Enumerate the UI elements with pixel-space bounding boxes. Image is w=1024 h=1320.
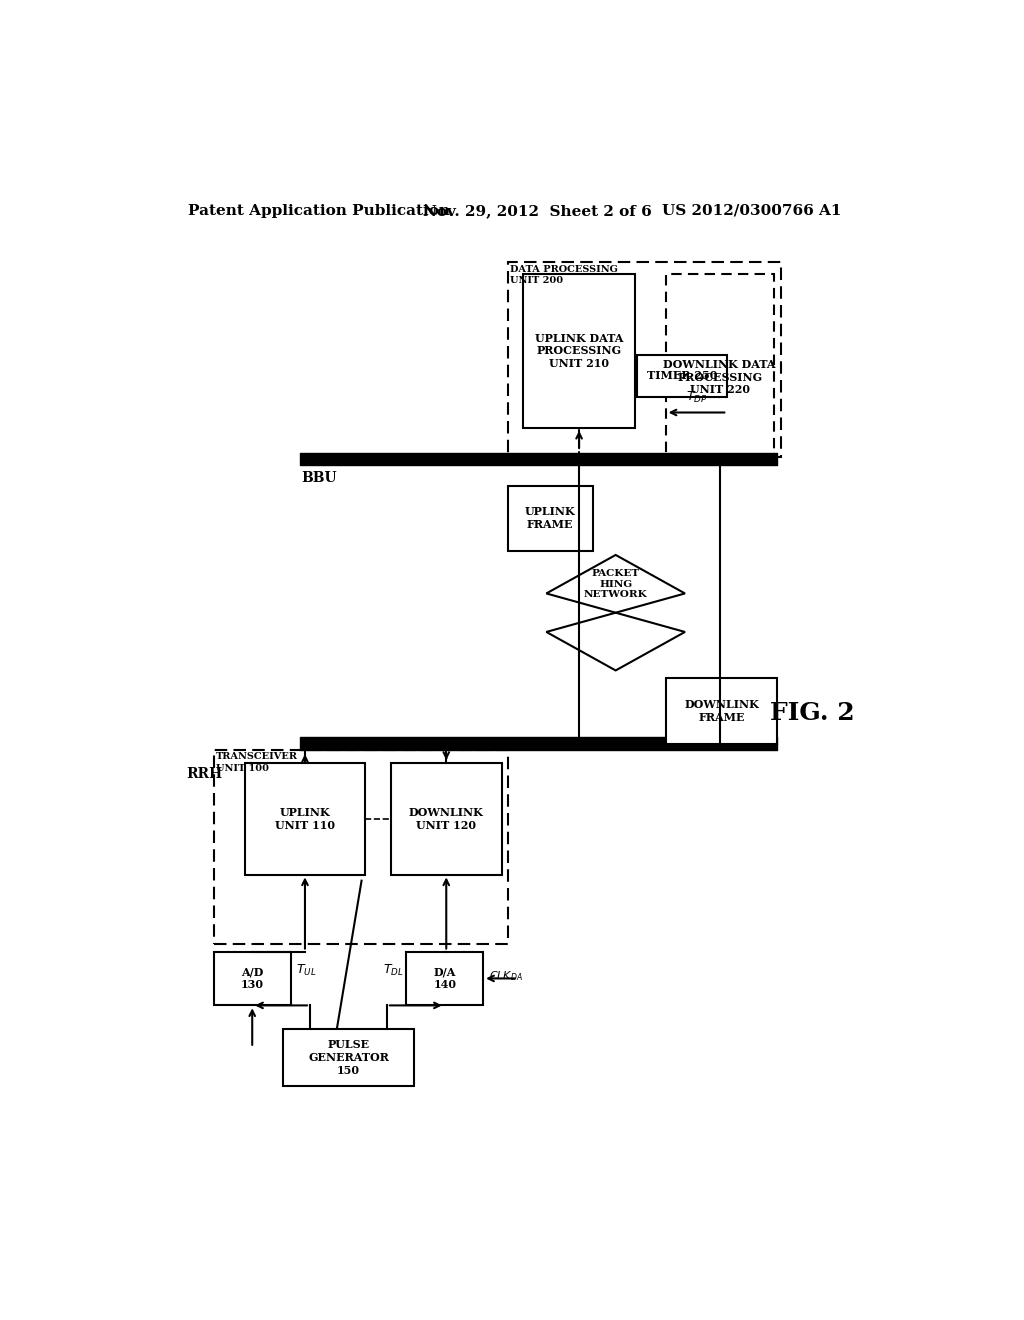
Text: BBU: BBU	[301, 471, 337, 484]
Text: UPLINK
FRAME: UPLINK FRAME	[525, 507, 575, 531]
Text: TRANSCEIVER: TRANSCEIVER	[216, 752, 298, 762]
Bar	[508, 263, 781, 457]
Bar	[245, 763, 366, 875]
Text: UPLINK
UNIT 110: UPLINK UNIT 110	[275, 807, 335, 830]
Text: UNIT 100: UNIT 100	[216, 763, 269, 772]
Text: FIG. 2: FIG. 2	[770, 701, 854, 725]
Bar	[523, 275, 635, 428]
Text: UNIT 200: UNIT 200	[510, 276, 563, 285]
Bar	[214, 750, 508, 944]
Bar	[508, 486, 593, 552]
Text: PACKET
HING
NETWORK: PACKET HING NETWORK	[584, 569, 647, 599]
Bar	[666, 275, 773, 457]
Text: D/A
140: D/A 140	[433, 966, 457, 990]
Text: UPLINK DATA
PROCESSING
UNIT 210: UPLINK DATA PROCESSING UNIT 210	[535, 333, 624, 370]
Bar	[391, 763, 502, 875]
Bar	[637, 355, 727, 397]
Text: TIMER 250: TIMER 250	[647, 371, 718, 381]
Text: Nov. 29, 2012  Sheet 2 of 6: Nov. 29, 2012 Sheet 2 of 6	[423, 203, 652, 218]
Text: $T_{UL}$: $T_{UL}$	[296, 964, 316, 978]
Text: $T_{DP}$: $T_{DP}$	[686, 389, 708, 405]
Text: A/D
130: A/D 130	[241, 966, 264, 990]
Bar	[283, 1028, 414, 1086]
Text: DOWNLINK DATA
PROCESSING
UNIT 220: DOWNLINK DATA PROCESSING UNIT 220	[664, 359, 776, 396]
Text: US 2012/0300766 A1: US 2012/0300766 A1	[662, 203, 842, 218]
Text: DOWNLINK
UNIT 120: DOWNLINK UNIT 120	[409, 807, 483, 830]
Text: RRH: RRH	[186, 767, 222, 781]
Text: $T_{DL}$: $T_{DL}$	[383, 964, 403, 978]
Bar	[214, 952, 291, 1006]
Text: DATA PROCESSING: DATA PROCESSING	[510, 264, 618, 273]
Text: $CLK_{DA}$: $CLK_{DA}$	[488, 969, 522, 983]
Text: PULSE
GENERATOR
150: PULSE GENERATOR 150	[308, 1039, 389, 1076]
Text: Patent Application Publication: Patent Application Publication	[188, 203, 451, 218]
Bar	[407, 952, 483, 1006]
Bar	[666, 678, 777, 743]
Text: DOWNLINK
FRAME: DOWNLINK FRAME	[684, 700, 759, 723]
